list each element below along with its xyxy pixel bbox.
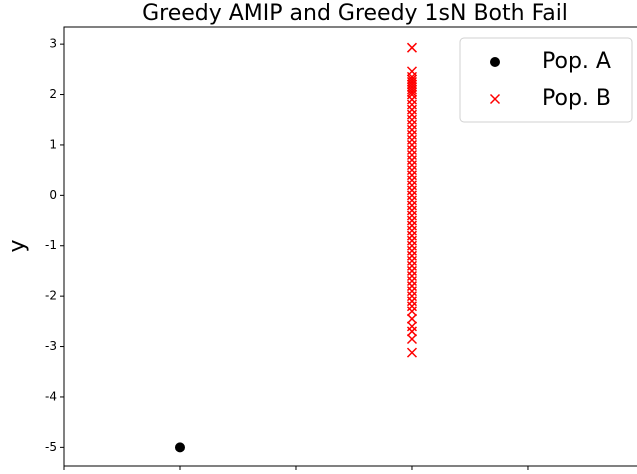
point: [406, 240, 418, 251]
point: [174, 442, 185, 453]
point: [406, 175, 418, 186]
point: [406, 200, 418, 211]
point: [406, 149, 418, 161]
point: [406, 165, 418, 176]
point: [406, 296, 418, 307]
point: [406, 195, 418, 206]
point: [406, 306, 418, 317]
point: [406, 185, 418, 196]
point: [406, 291, 418, 302]
point: [406, 230, 418, 241]
point: [406, 326, 418, 337]
plot-frame: [63, 26, 637, 467]
point: [406, 104, 418, 115]
point: [406, 210, 418, 221]
point: [406, 139, 418, 150]
point: [406, 42, 418, 53]
point: [406, 144, 418, 156]
legend-label: Pop. B: [542, 86, 611, 111]
y-axis-label: y: [5, 239, 30, 252]
point: [406, 313, 418, 324]
y-tick-label: -2: [45, 289, 57, 303]
point: [406, 333, 418, 345]
y-tick-label: -5: [45, 440, 57, 454]
point: [406, 119, 418, 130]
point: [406, 260, 418, 271]
point: [406, 281, 418, 292]
point: [406, 180, 418, 191]
point: [406, 99, 418, 110]
chart-title: Greedy AMIP and Greedy 1sN Both Fail: [142, 1, 568, 26]
point: [406, 114, 418, 125]
point: [406, 215, 418, 226]
legend: Pop. A Pop. B: [459, 37, 633, 123]
point: [406, 134, 418, 145]
point: [406, 245, 418, 256]
point: [406, 155, 418, 166]
point: [406, 190, 418, 201]
y-tick-label: 1: [49, 137, 57, 151]
point: [406, 255, 418, 266]
point: [406, 250, 418, 261]
point: [406, 301, 418, 312]
point: [406, 270, 418, 282]
point: [406, 275, 418, 287]
y-tick-label: -1: [45, 238, 57, 252]
y-tick-label: -4: [45, 389, 57, 403]
y-tick-label: 2: [49, 87, 57, 101]
point: [406, 225, 418, 236]
point: [406, 265, 418, 276]
point: [406, 235, 418, 246]
point: [406, 321, 418, 332]
legend-marker: [490, 57, 500, 67]
y-tick-label: 3: [49, 37, 57, 51]
point: [406, 220, 418, 231]
point: [406, 109, 418, 120]
legend-label: Pop. A: [542, 49, 611, 74]
y-tick-label: 0: [49, 188, 57, 202]
y-tick-label: -3: [45, 339, 57, 353]
point: [406, 86, 418, 98]
point: [406, 286, 418, 297]
legend-box: [459, 37, 633, 123]
legend-marker: [489, 93, 501, 105]
point: [406, 170, 418, 181]
point: [406, 94, 418, 105]
point: [406, 129, 418, 140]
point: [406, 205, 418, 216]
point: [406, 124, 418, 135]
point: [406, 347, 418, 358]
point: [406, 160, 418, 171]
